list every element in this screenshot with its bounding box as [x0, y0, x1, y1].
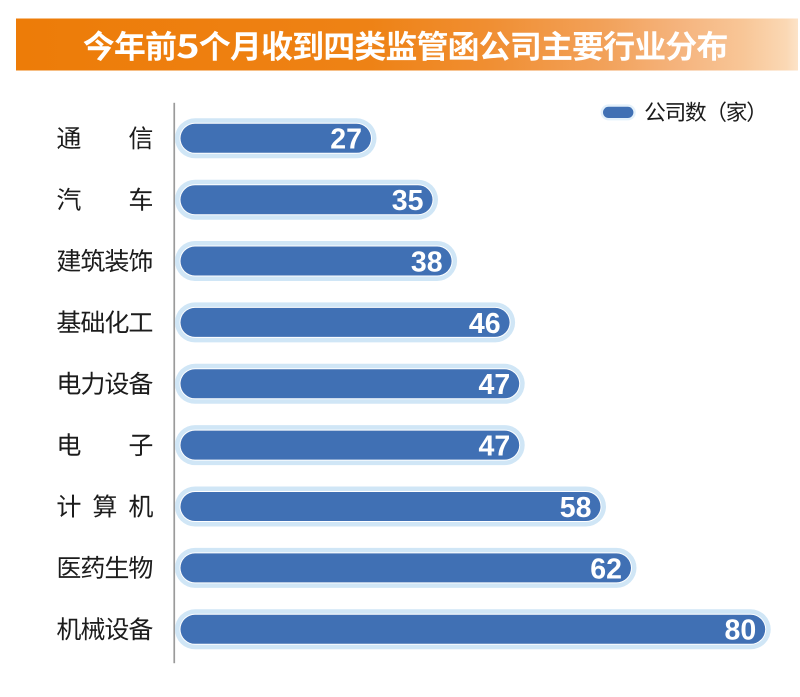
svg-text:46: 46: [469, 308, 501, 340]
svg-text:35: 35: [392, 185, 424, 217]
svg-text:38: 38: [411, 246, 443, 278]
svg-text:58: 58: [560, 492, 592, 524]
svg-text:27: 27: [330, 124, 362, 156]
svg-text:47: 47: [478, 369, 510, 401]
svg-text:80: 80: [724, 615, 756, 647]
svg-text:62: 62: [590, 553, 622, 585]
svg-text:47: 47: [478, 431, 510, 463]
